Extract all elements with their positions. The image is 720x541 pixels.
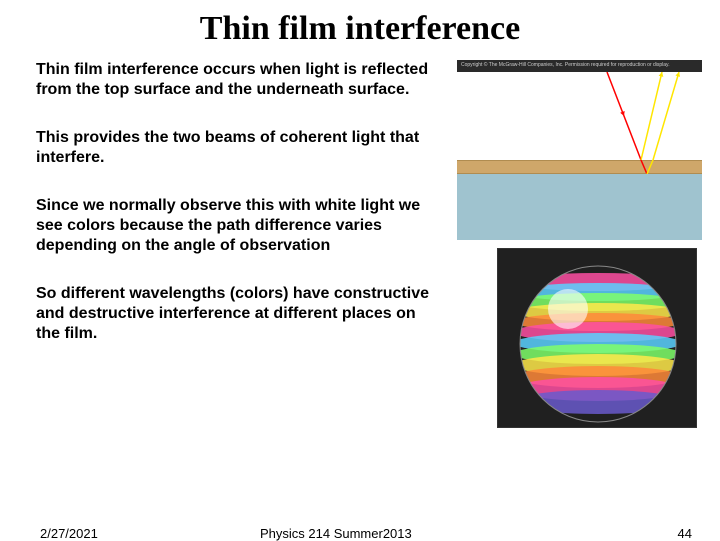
paragraph-2: This provides the two beams of coherent … bbox=[36, 128, 436, 168]
soap-bubble-image bbox=[497, 248, 697, 428]
content-area: Thin film interference occurs when light… bbox=[0, 60, 720, 500]
paragraph-4: So different wavelengths (colors) have c… bbox=[36, 284, 436, 344]
thin-film-diagram: Copyright © The McGraw-Hill Companies, I… bbox=[457, 60, 702, 240]
diagram-column: Copyright © The McGraw-Hill Companies, I… bbox=[457, 60, 702, 428]
water-layer bbox=[457, 174, 702, 240]
footer-page-number: 44 bbox=[678, 526, 692, 541]
air-layer bbox=[457, 72, 702, 160]
diagram-caption-bar: Copyright © The McGraw-Hill Companies, I… bbox=[457, 60, 702, 72]
light-rays-icon bbox=[457, 72, 702, 174]
text-column: Thin film interference occurs when light… bbox=[36, 60, 436, 372]
footer-date: 2/27/2021 bbox=[40, 526, 98, 541]
slide-title: Thin film interference bbox=[0, 0, 720, 60]
footer-course: Physics 214 Summer2013 bbox=[260, 526, 412, 541]
paragraph-1: Thin film interference occurs when light… bbox=[36, 60, 436, 100]
bubble-graphic-icon bbox=[498, 249, 698, 429]
paragraph-3: Since we normally observe this with whit… bbox=[36, 196, 436, 256]
